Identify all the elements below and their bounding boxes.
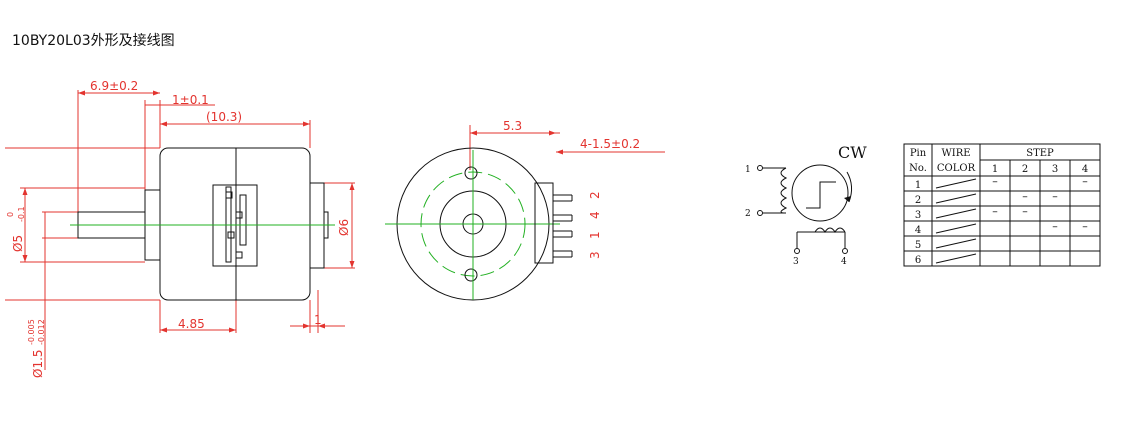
- step-cell: –: [1022, 205, 1028, 218]
- pin-label-1: 4: [588, 211, 602, 219]
- header-no: No.: [909, 163, 927, 174]
- wire-color-cell-diagonal: [935, 253, 977, 264]
- wire-color-cell-diagonal: [935, 208, 977, 219]
- dim-gap: 1±0.1: [172, 93, 209, 107]
- direction-label: CW: [838, 143, 867, 162]
- terminal-3: 3: [793, 257, 799, 267]
- table-row-pin: 4: [915, 225, 921, 236]
- wire-color-cell-diagonal: [935, 193, 977, 204]
- dim-shaft-dia: Ø5: [11, 235, 25, 252]
- dim-width-a: 6.9±0.2: [90, 79, 138, 93]
- dim-shaft-tol-upper: 0: [6, 212, 15, 217]
- wire-color-cell-diagonal: [935, 223, 977, 234]
- side-view: 6.9±0.2 1±0.1 (10.3) 4.85 1 Ø6 Ø5 0 -0.1…: [5, 79, 355, 378]
- table-row-pin: 5: [915, 240, 921, 251]
- table-row-pin: 3: [915, 210, 921, 221]
- pin-label-0: 2: [588, 191, 602, 199]
- header-step-col: 3: [1052, 164, 1058, 175]
- dim-hole-spacing: 5.3: [503, 119, 522, 133]
- dim-pin-dia: Ø1.5: [31, 349, 45, 378]
- table-row-pin: 1: [915, 180, 921, 191]
- table-row-pin: 2: [915, 195, 921, 206]
- step-cell: –: [1082, 175, 1088, 188]
- step-cell: –: [992, 175, 998, 188]
- header-step-col: 1: [992, 164, 998, 175]
- terminal-1: 1: [745, 165, 751, 175]
- dim-shaft-tol-lower: -0.1: [17, 206, 26, 222]
- header-step-col: 2: [1022, 164, 1028, 175]
- step-cell: –: [1052, 190, 1058, 203]
- terminal-4: 4: [841, 257, 847, 267]
- dim-boss-dia: Ø6: [337, 219, 351, 236]
- step-cell: –: [1082, 220, 1088, 233]
- dim-pin-tol-upper: -0.005: [27, 319, 36, 345]
- dim-shaft-end: 1: [314, 313, 322, 327]
- wire-color-cell-diagonal: [935, 178, 977, 189]
- dim-body-length: (10.3): [206, 110, 242, 124]
- step-cell: –: [1052, 220, 1058, 233]
- dim-offset: 4.85: [178, 317, 205, 331]
- pin-label-2: 1: [588, 231, 602, 239]
- header-step-col: 4: [1082, 164, 1088, 175]
- pin-label-3: 3: [588, 251, 602, 259]
- dim-pin-tol-lower: -0.012: [37, 319, 46, 345]
- step-cell: –: [1022, 190, 1028, 203]
- header-pin: Pin: [910, 148, 927, 159]
- header-wire: WIRE: [941, 148, 970, 159]
- front-view: 5.3 4-1.5±0.2 2 4 1 3: [385, 119, 665, 301]
- winding-diagram: CW 1 2 3 4: [745, 143, 867, 267]
- table-border: [903, 143, 1101, 267]
- dim-holes: 4-1.5±0.2: [580, 137, 640, 151]
- header-color: COLOR: [937, 163, 976, 174]
- drawing-title: 10BY20L03外形及接线图: [12, 33, 175, 49]
- step-cell: –: [992, 205, 998, 218]
- terminal-2: 2: [745, 209, 751, 219]
- header-step: STEP: [1026, 148, 1054, 159]
- wire-color-cell-diagonal: [935, 238, 977, 249]
- table-row-pin: 6: [915, 255, 921, 266]
